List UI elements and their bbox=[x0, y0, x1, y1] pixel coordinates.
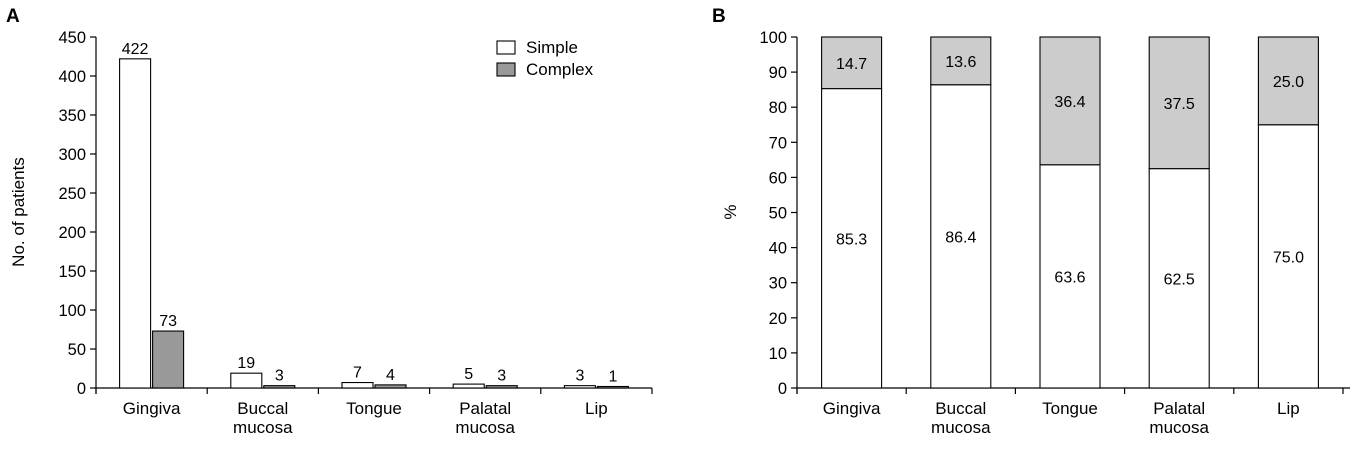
a-data-label-simple-lip: 3 bbox=[575, 368, 584, 385]
legend-swatch-simple bbox=[496, 40, 516, 55]
a-data-label-complex-palatal-mucosa: 3 bbox=[497, 368, 506, 385]
b-data-label-2-lip: 25.0 bbox=[1273, 74, 1304, 91]
a-bar-complex-gingiva bbox=[152, 330, 185, 389]
b-data-label-1-gingiva: 85.3 bbox=[836, 231, 867, 248]
a-data-label-simple-buccal-mucosa: 19 bbox=[237, 355, 255, 372]
b-y-tick-label: 30 bbox=[769, 275, 787, 293]
b-data-label-2-palatal-mucosa: 37.5 bbox=[1164, 96, 1195, 113]
b-y-tick-label: 20 bbox=[769, 310, 787, 328]
b-category-label-palatal-mucosa: Palatal mucosa bbox=[1149, 399, 1209, 437]
a-y-tick-label: 150 bbox=[58, 263, 86, 281]
a-y-tick-label: 200 bbox=[58, 224, 86, 242]
panel-label-b: B bbox=[712, 6, 726, 27]
b-data-label-1-tongue: 63.6 bbox=[1054, 269, 1085, 286]
a-category-label-tongue: Tongue bbox=[346, 399, 402, 418]
b-y-tick-label: 80 bbox=[769, 99, 787, 117]
y-axis-title-a: No. of patients bbox=[9, 157, 28, 267]
b-y-tick-label: 70 bbox=[769, 134, 787, 152]
b-y-tick-label: 10 bbox=[769, 345, 787, 363]
a-y-tick-label: 250 bbox=[58, 185, 86, 203]
a-y-tick-label: 100 bbox=[58, 302, 86, 320]
b-y-tick-label: 60 bbox=[769, 169, 787, 187]
b-category-label-gingiva: Gingiva bbox=[823, 399, 881, 418]
a-category-label-buccal-mucosa: Buccal mucosa bbox=[233, 399, 293, 437]
legend-label-complex: Complex bbox=[526, 60, 594, 79]
a-category-label-lip: Lip bbox=[585, 399, 608, 418]
a-bar-simple-lip bbox=[563, 385, 596, 389]
b-bar-segment-1-tongue bbox=[1039, 164, 1101, 389]
a-data-label-simple-tongue: 7 bbox=[353, 365, 362, 382]
a-data-label-simple-palatal-mucosa: 5 bbox=[464, 366, 473, 383]
chart-panel-b: B % 0 10 20 30 40 50 60 70 80 90 100 Gingiva Buccal m… bbox=[712, 6, 1350, 437]
a-bar-simple-tongue bbox=[341, 381, 374, 389]
b-category-label-buccal-mucosa: Buccal mucosa bbox=[931, 399, 991, 437]
a-y-tick-label: 0 bbox=[77, 380, 86, 398]
b-category-label-lip: Lip bbox=[1277, 399, 1300, 418]
legend-swatch-complex bbox=[496, 62, 516, 77]
a-bar-complex-lip bbox=[596, 385, 629, 389]
b-data-label-2-tongue: 36.4 bbox=[1054, 94, 1085, 111]
b-bar-segment-2-gingiva bbox=[821, 36, 883, 90]
a-y-tick-label: 400 bbox=[58, 68, 86, 86]
b-y-tick-label: 90 bbox=[769, 64, 787, 82]
b-category-label-tongue: Tongue bbox=[1042, 399, 1098, 418]
chart-panel-a: A No. of patients 0 50 100 150 200 250 300 350 4… bbox=[6, 6, 653, 437]
a-y-tick-label: 300 bbox=[58, 146, 86, 164]
b-y-tick-label: 100 bbox=[759, 29, 787, 47]
a-y-tick-label: 50 bbox=[68, 341, 86, 359]
b-bar-segment-1-buccal-mucosa bbox=[930, 84, 992, 389]
a-bar-complex-tongue bbox=[374, 384, 407, 389]
a-data-label-complex-lip: 1 bbox=[608, 369, 617, 386]
b-bar-segment-2-lip bbox=[1257, 36, 1319, 126]
a-bar-simple-buccal-mucosa bbox=[230, 372, 263, 389]
a-data-label-complex-gingiva: 73 bbox=[159, 313, 177, 330]
b-y-tick-label: 40 bbox=[769, 240, 787, 258]
b-data-label-2-buccal-mucosa: 13.6 bbox=[945, 54, 976, 71]
a-data-label-complex-buccal-mucosa: 3 bbox=[275, 368, 284, 385]
a-bar-simple-gingiva bbox=[119, 58, 152, 389]
a-data-label-complex-tongue: 4 bbox=[386, 367, 395, 384]
y-axis-title-b: % bbox=[721, 204, 740, 219]
b-y-tick-label: 50 bbox=[769, 205, 787, 223]
b-y-tick-label: 0 bbox=[778, 380, 787, 398]
a-y-tick-label: 450 bbox=[58, 29, 86, 47]
a-bar-complex-buccal-mucosa bbox=[263, 385, 296, 389]
a-category-label-gingiva: Gingiva bbox=[123, 399, 181, 418]
b-bar-segment-2-palatal-mucosa bbox=[1148, 36, 1210, 170]
a-category-label-palatal-mucosa: Palatal mucosa bbox=[455, 399, 515, 437]
b-data-label-1-buccal-mucosa: 86.4 bbox=[945, 229, 976, 246]
b-bar-segment-1-palatal-mucosa bbox=[1148, 168, 1210, 389]
b-bar-segment-2-tongue bbox=[1039, 36, 1101, 166]
legend-label-simple: Simple bbox=[526, 38, 578, 57]
b-bar-segment-1-lip bbox=[1257, 124, 1319, 389]
b-data-label-1-lip: 75.0 bbox=[1273, 249, 1304, 266]
a-bar-complex-palatal-mucosa bbox=[485, 385, 518, 389]
b-bar-segment-2-buccal-mucosa bbox=[930, 36, 992, 86]
a-y-tick-label: 350 bbox=[58, 107, 86, 125]
b-bar-segment-1-gingiva bbox=[821, 88, 883, 389]
panel-label-a: A bbox=[6, 6, 20, 27]
legend-a: Simple Complex bbox=[496, 38, 594, 79]
a-bar-simple-palatal-mucosa bbox=[452, 383, 485, 389]
a-data-label-simple-gingiva: 422 bbox=[122, 41, 149, 58]
b-data-label-2-gingiva: 14.7 bbox=[836, 56, 867, 73]
b-data-label-1-palatal-mucosa: 62.5 bbox=[1164, 271, 1195, 288]
